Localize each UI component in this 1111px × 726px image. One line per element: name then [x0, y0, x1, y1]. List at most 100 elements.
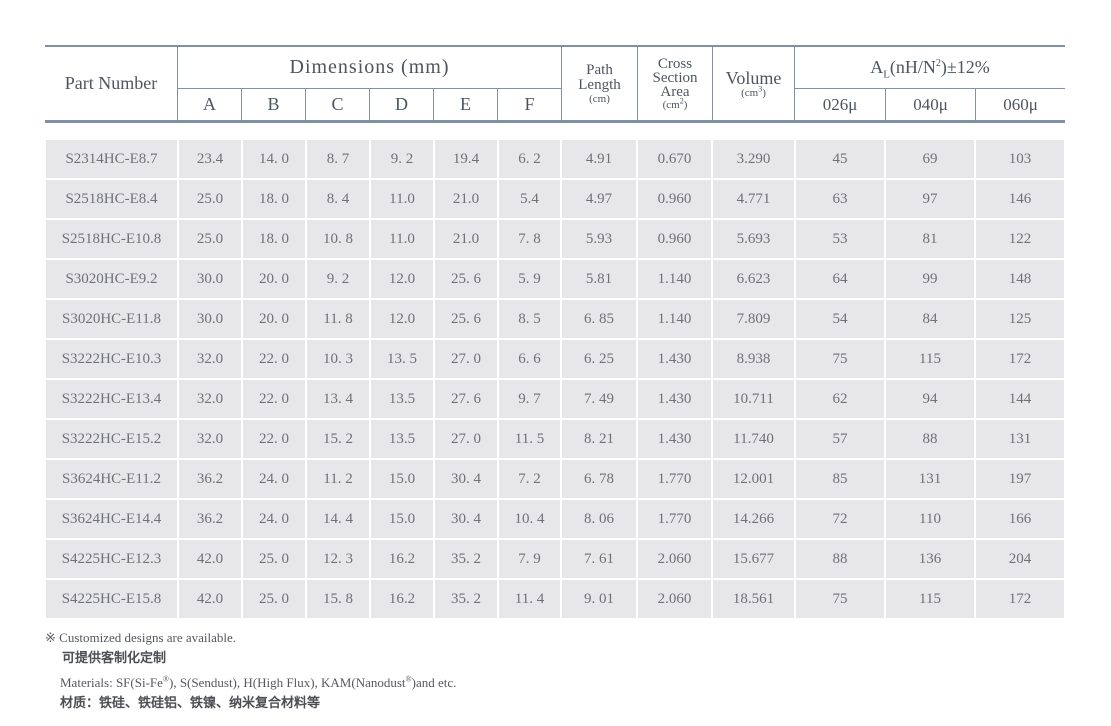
path-length-unit: (cm) [589, 92, 610, 105]
dim-c-cell: 11. 2 [306, 459, 370, 499]
cross-section-cell: 0.670 [637, 139, 712, 179]
al-040u-cell: 115 [885, 339, 975, 379]
dim-b-cell: 20. 0 [242, 259, 306, 299]
al-040u-cell: 81 [885, 219, 975, 259]
col-header-al-value: AL(nH/N2)±12% [795, 47, 1065, 89]
note-materials-en: Materials: SF(Si-Fe®), S(Sendust), H(Hig… [60, 674, 457, 690]
dim-d-cell: 12.0 [370, 259, 434, 299]
dim-e-cell: 27. 6 [434, 379, 498, 419]
footnotes: ※ Customized designs are available. 可提供客… [45, 630, 456, 711]
cross-section-line1: Cross [657, 55, 693, 72]
al-060u-cell: 204 [975, 539, 1065, 579]
part-number-cell: S3020HC-E9.2 [45, 259, 178, 299]
dim-a-cell: 42.0 [178, 539, 242, 579]
al-026u-cell: 88 [795, 539, 885, 579]
al-040u-cell: 115 [885, 579, 975, 619]
col-header-dim-c: C [306, 89, 370, 120]
path-length-line2: Length [578, 76, 621, 93]
part-number-cell: S3624HC-E14.4 [45, 499, 178, 539]
volume-label: Volume [725, 67, 782, 88]
table-header: Part Number Dimensions (mm) A B C D E F … [45, 45, 1065, 123]
dim-c-cell: 8. 4 [306, 179, 370, 219]
al-060u-cell: 144 [975, 379, 1065, 419]
dim-b-cell: 20. 0 [242, 299, 306, 339]
col-header-volume: Volume (cm3) [712, 47, 795, 120]
cross-section-cell: 2.060 [637, 539, 712, 579]
dim-c-cell: 11. 8 [306, 299, 370, 339]
dim-f-cell: 11. 4 [498, 579, 561, 619]
dim-b-cell: 18. 0 [242, 179, 306, 219]
path-length-cell: 7. 49 [561, 379, 637, 419]
al-026u-cell: 62 [795, 379, 885, 419]
cross-section-cell: 1.430 [637, 339, 712, 379]
dim-b-cell: 22. 0 [242, 379, 306, 419]
dim-c-cell: 10. 8 [306, 219, 370, 259]
dim-b-cell: 24. 0 [242, 459, 306, 499]
al-060u-cell: 131 [975, 419, 1065, 459]
al-040u-cell: 97 [885, 179, 975, 219]
cross-section-cell: 1.430 [637, 379, 712, 419]
dim-c-cell: 9. 2 [306, 259, 370, 299]
table-row: S2314HC-E8.7 23.4 14. 0 8. 7 9. 2 19.4 6… [45, 139, 1065, 179]
part-number-cell: S2518HC-E8.4 [45, 179, 178, 219]
dim-e-cell: 27. 0 [434, 339, 498, 379]
part-number-cell: S3624HC-E11.2 [45, 459, 178, 499]
part-number-cell: S2518HC-E10.8 [45, 219, 178, 259]
cross-section-unit: (cm2) [662, 95, 688, 111]
al-060u-cell: 148 [975, 259, 1065, 299]
dim-c-cell: 14. 4 [306, 499, 370, 539]
dim-c-cell: 15. 8 [306, 579, 370, 619]
al-026u-cell: 45 [795, 139, 885, 179]
path-length-cell: 8. 21 [561, 419, 637, 459]
col-header-part-number: Part Number [45, 47, 178, 120]
table-row: S3222HC-E15.2 32.0 22. 0 15. 2 13.5 27. … [45, 419, 1065, 459]
dim-d-cell: 11.0 [370, 219, 434, 259]
part-number-cell: S3222HC-E15.2 [45, 419, 178, 459]
volume-cell: 4.771 [712, 179, 795, 219]
spec-table: Part Number Dimensions (mm) A B C D E F … [45, 45, 1065, 619]
dim-f-cell: 10. 4 [498, 499, 561, 539]
table-row: S2518HC-E10.8 25.0 18. 0 10. 8 11.0 21.0… [45, 219, 1065, 259]
al-026u-cell: 75 [795, 339, 885, 379]
col-header-dim-f: F [524, 94, 535, 114]
path-length-cell: 4.97 [561, 179, 637, 219]
dim-a-cell: 25.0 [178, 219, 242, 259]
dim-f-cell: 11. 5 [498, 419, 561, 459]
al-026u-cell: 72 [795, 499, 885, 539]
al-label: AL(nH/N2)±12% [870, 57, 990, 81]
al-060u-cell: 197 [975, 459, 1065, 499]
dim-c-cell: 12. 3 [306, 539, 370, 579]
dim-f-cell: 5. 9 [498, 259, 561, 299]
dim-a-cell: 36.2 [178, 459, 242, 499]
dim-c-cell: 15. 2 [306, 419, 370, 459]
dim-e-cell: 27. 0 [434, 419, 498, 459]
volume-cell: 5.693 [712, 219, 795, 259]
table-row: S3624HC-E11.2 36.2 24. 0 11. 2 15.0 30. … [45, 459, 1065, 499]
cross-section-cell: 1.770 [637, 459, 712, 499]
col-header-dim-a: A [178, 89, 242, 120]
dimensions-label: Dimensions (mm) [289, 56, 450, 78]
table-row: S3624HC-E14.4 36.2 24. 0 14. 4 15.0 30. … [45, 499, 1065, 539]
cross-section-cell: 0.960 [637, 219, 712, 259]
dim-e-cell: 21.0 [434, 219, 498, 259]
al-040u-cell: 84 [885, 299, 975, 339]
col-header-dim-e: E [434, 89, 498, 120]
al-040u-cell: 110 [885, 499, 975, 539]
volume-cell: 3.290 [712, 139, 795, 179]
dim-d-cell: 16.2 [370, 579, 434, 619]
note-materials-cn: 材质：铁硅、铁硅铝、铁镍、纳米复合材料等 [60, 696, 321, 711]
col-header-026u: 026μ [822, 94, 858, 114]
dim-d-cell: 16.2 [370, 539, 434, 579]
al-040u-cell: 88 [885, 419, 975, 459]
dim-a-cell: 25.0 [178, 179, 242, 219]
dim-e-cell: 21.0 [434, 179, 498, 219]
cross-section-cell: 1.770 [637, 499, 712, 539]
volume-cell: 18.561 [712, 579, 795, 619]
table-row: S2518HC-E8.4 25.0 18. 0 8. 4 11.0 21.0 5… [45, 179, 1065, 219]
table-row: S3020HC-E9.2 30.0 20. 0 9. 2 12.0 25. 6 … [45, 259, 1065, 299]
dim-a-cell: 30.0 [178, 299, 242, 339]
dim-d-cell: 13.5 [370, 419, 434, 459]
al-060u-cell: 122 [975, 219, 1065, 259]
table-body: S2314HC-E8.7 23.4 14. 0 8. 7 9. 2 19.4 6… [45, 139, 1065, 619]
dim-b-cell: 22. 0 [242, 339, 306, 379]
